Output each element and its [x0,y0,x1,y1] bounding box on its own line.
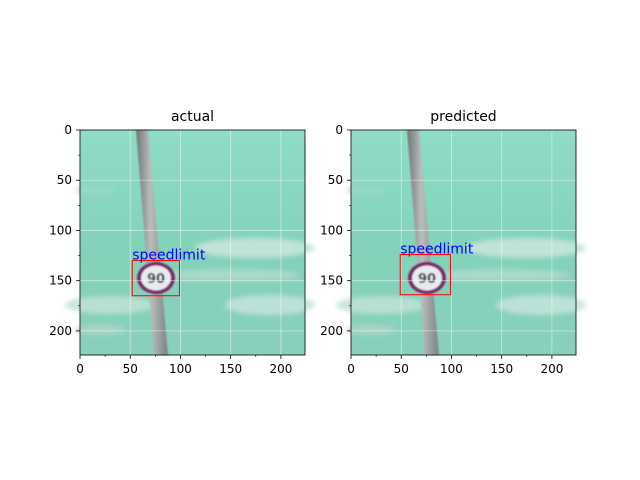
ytick-label: 0 [335,123,343,137]
ytick-label: 100 [49,223,72,237]
sign-actual: 90 [137,262,175,294]
xtick-label: 200 [269,362,292,376]
clouds-predicted [336,186,586,335]
xticks-predicted: 0 50 100 150 200 [347,355,563,376]
ytick-label: 200 [49,324,72,338]
xtick-label: 0 [76,362,84,376]
pole-predicted [407,130,439,355]
ytick-label: 200 [320,324,343,338]
xtick-label: 200 [540,362,563,376]
bbox-actual [131,260,180,297]
xtick-label: 150 [490,362,513,376]
bbox-label-predicted: speedlimit [400,242,474,258]
sign-text-actual: 90 [147,272,165,287]
photo-actual: 90 [65,130,315,355]
axes-frame-predicted [350,129,577,356]
ytick-label: 150 [49,274,72,288]
xticks-actual: 0 50 100 150 200 [76,355,292,376]
axes-frame-actual [79,129,306,356]
panel-actual: 90 speedlimit 0 50 100 150 200 050100150200 … [49,109,315,376]
photo-predicted: 90 [336,130,586,355]
xtick-label: 0 [347,362,355,376]
xtick-label: 100 [169,362,192,376]
clouds-actual [65,186,315,335]
xtick-label: 150 [219,362,242,376]
panel-predicted: 90 speedlimit 0 50 100 150 200 050100150200 … [320,109,586,376]
panel-title-predicted: predicted [430,109,496,125]
ytick-label: 50 [328,173,343,187]
bbox-label-actual: speedlimit [132,248,206,264]
ytick-label: 0 [64,123,72,137]
sign-text-predicted: 90 [418,272,436,287]
pole-actual [136,130,168,355]
xtick-label: 50 [123,362,138,376]
ytick-label: 50 [57,173,72,187]
panel-title-actual: actual [171,109,214,125]
yticks-actual: 0 50 100 150 200 [49,123,80,338]
xtick-label: 100 [440,362,463,376]
bbox-predicted [399,254,451,296]
yticks-predicted: 0 50 100 150 200 [320,123,351,338]
sign-predicted: 90 [408,262,446,294]
xtick-label: 50 [394,362,409,376]
ytick-label: 100 [320,223,343,237]
ytick-label: 150 [320,274,343,288]
